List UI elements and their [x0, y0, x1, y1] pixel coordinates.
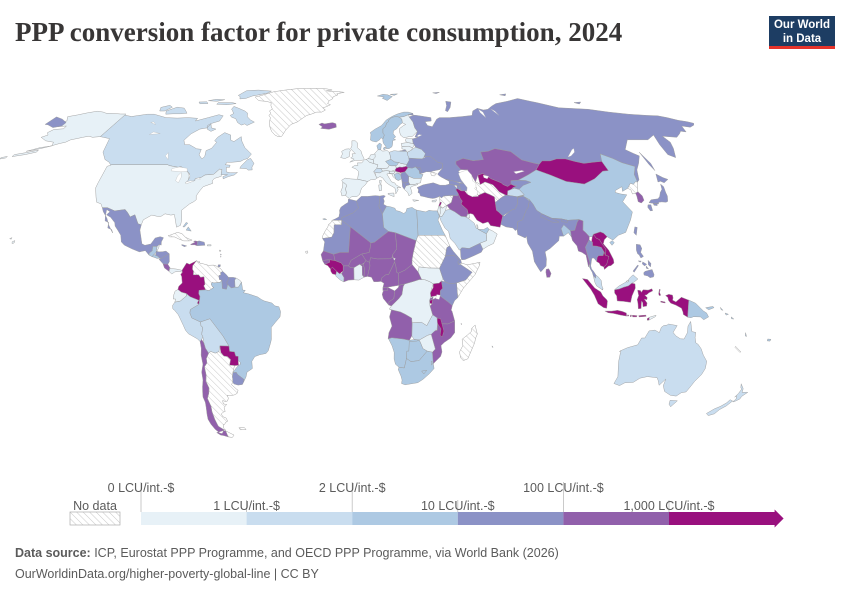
svg-text:1 LCU/int.-$: 1 LCU/int.-$	[213, 499, 280, 513]
svg-text:0 LCU/int.-$: 0 LCU/int.-$	[108, 481, 175, 495]
svg-text:2 LCU/int.-$: 2 LCU/int.-$	[319, 481, 386, 495]
svg-text:10 LCU/int.-$: 10 LCU/int.-$	[421, 499, 495, 513]
svg-text:No data: No data	[73, 499, 117, 513]
svg-text:1,000 LCU/int.-$: 1,000 LCU/int.-$	[623, 499, 714, 513]
svg-text:100 LCU/int.-$: 100 LCU/int.-$	[523, 481, 604, 495]
